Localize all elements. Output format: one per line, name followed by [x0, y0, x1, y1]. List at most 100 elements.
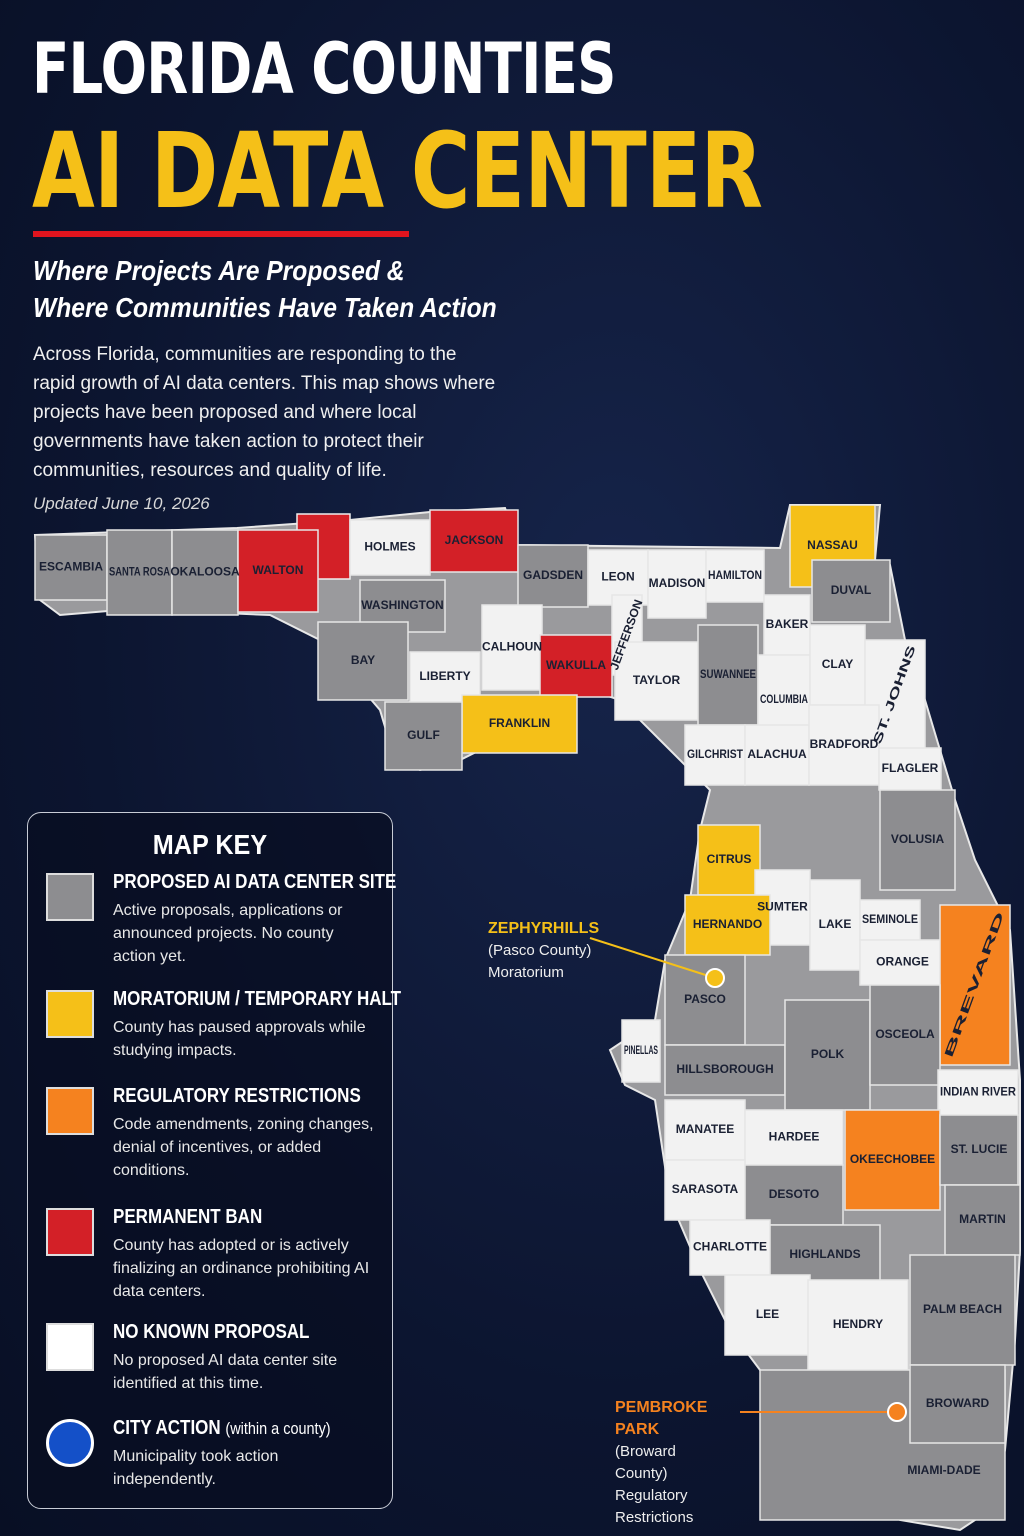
county-label: PINELLAS: [624, 1043, 658, 1057]
county-label: BAKER: [766, 617, 809, 631]
county-label: OSCEOLA: [875, 1027, 935, 1041]
legend-title-text: PERMANENT BAN: [113, 1206, 263, 1228]
county: [864, 639, 926, 751]
county: [237, 529, 319, 613]
county-label: GADSDEN: [523, 568, 583, 582]
legend-title-text: NO KNOWN PROPOSAL: [113, 1321, 310, 1343]
callout-county: (Pasco County): [488, 942, 592, 959]
legend-description: Active proposals, applications or announ…: [113, 902, 343, 965]
legend-description: County has adopted or is actively finali…: [113, 1237, 370, 1300]
county: [705, 549, 765, 603]
county-label: SUMTER: [757, 900, 808, 914]
county-label: PASCO: [684, 992, 726, 1006]
legend-title: MORATORIUM / TEMPORARY HALT: [113, 988, 401, 1011]
legend-title: PROPOSED AI DATA CENTER SITE: [113, 871, 396, 894]
title-line: FLORIDA COUNTIES: [32, 28, 617, 110]
legend-swatch: [46, 1419, 94, 1467]
county-label: CALHOUN: [482, 640, 542, 654]
county: [744, 724, 810, 786]
county: [744, 1164, 844, 1226]
county-label: SEMINOLE: [862, 912, 918, 926]
county-label: HENDRY: [833, 1317, 883, 1331]
county: [859, 939, 946, 986]
county-label: HILLSBOROUGH: [676, 1062, 773, 1076]
subtitle: Where Communities Have Taken Action: [33, 292, 497, 323]
legend-title-text: PROPOSED AI DATA CENTER SITE: [113, 871, 397, 893]
county-label: MADISON: [649, 576, 706, 590]
county: [409, 651, 481, 703]
county-label: JACKSON: [445, 533, 504, 547]
legend-swatch: [46, 873, 94, 921]
county: [697, 824, 761, 896]
callout-county: (Broward County): [615, 1443, 676, 1482]
county-label: MARTIN: [959, 1212, 1006, 1226]
county-label: TAYLOR: [633, 673, 681, 687]
county-label: OKALOOSA: [170, 565, 240, 579]
legend-title: NO KNOWN PROPOSAL: [113, 1321, 309, 1344]
county-label: SUWANNEE: [700, 667, 756, 681]
county-label: MIAMI-DADE: [907, 1463, 980, 1477]
county: [784, 999, 871, 1111]
legend-title-text: MORATORIUM / TEMPORARY HALT: [113, 988, 402, 1010]
county: [879, 789, 956, 891]
county: [384, 701, 463, 771]
legend-description: Code amendments, zoning changes, denial …: [113, 1116, 374, 1179]
county: [171, 529, 239, 616]
county: [844, 1109, 941, 1211]
county: [664, 1099, 746, 1161]
title-line: AI DATA CENTER: [32, 110, 763, 232]
legend-description: No proposed AI data center site identifi…: [113, 1352, 338, 1392]
county: [939, 1114, 1019, 1186]
county: [763, 594, 811, 656]
county: [647, 549, 707, 619]
legend-swatch: [46, 1208, 94, 1256]
county: [429, 509, 519, 573]
county-label: WASHINGTON: [361, 598, 443, 612]
county: [869, 984, 941, 1086]
county-label: PALM BEACH: [923, 1302, 1002, 1316]
callout: ZEPHYRHILLS (Pasco County) Moratorium: [488, 918, 638, 984]
county-label: FRANKLIN: [489, 716, 550, 730]
county-label: GILCHRIST: [687, 747, 744, 761]
county-label: HERNANDO: [693, 917, 762, 931]
legend-swatch: [46, 1087, 94, 1135]
county: [539, 634, 613, 698]
county-label: HARDEE: [769, 1130, 820, 1144]
county-label: DUVAL: [831, 583, 871, 597]
county-label: ESCAMBIA: [39, 560, 103, 574]
county-label: GULF: [407, 728, 440, 742]
county-label: CHARLOTTE: [693, 1240, 767, 1254]
city-marker: [705, 968, 725, 988]
description: Across Florida, communities are respondi…: [33, 344, 496, 481]
legend-swatch: [46, 990, 94, 1038]
county-label: NASSAU: [807, 538, 858, 552]
callout-line: [589, 937, 716, 979]
county: [621, 1019, 661, 1083]
county: [664, 954, 746, 1046]
county-label: BROWARD: [926, 1396, 990, 1410]
county-label: LEE: [756, 1307, 779, 1321]
county-label: SARASOTA: [672, 1182, 739, 1196]
county: [909, 1364, 1006, 1444]
updated: Updated June 10, 2026: [33, 494, 210, 513]
county-label: HIGHLANDS: [789, 1247, 860, 1261]
county-label: BAY: [351, 653, 375, 667]
legend-description: County has paused approvals while studyi…: [113, 1019, 366, 1059]
county: [317, 621, 409, 701]
legend-title-text: CITY ACTION: [113, 1417, 221, 1439]
county: [811, 559, 891, 623]
legend-title: REGULATORY RESTRICTIONS: [113, 1085, 361, 1108]
county: [614, 641, 699, 721]
county: [944, 1184, 1021, 1256]
county-label: INDIAN RIVER: [940, 1085, 1016, 1099]
county: [664, 1159, 746, 1221]
county: [809, 879, 861, 971]
county-label: FLAGLER: [882, 761, 939, 775]
county-label: SANTA ROSA: [109, 565, 170, 579]
county-label: BRADFORD: [810, 737, 879, 751]
county: [689, 1219, 771, 1276]
county: [937, 1069, 1019, 1116]
county: [909, 1254, 1016, 1366]
county-label: POLK: [811, 1047, 845, 1061]
county: [684, 724, 746, 786]
